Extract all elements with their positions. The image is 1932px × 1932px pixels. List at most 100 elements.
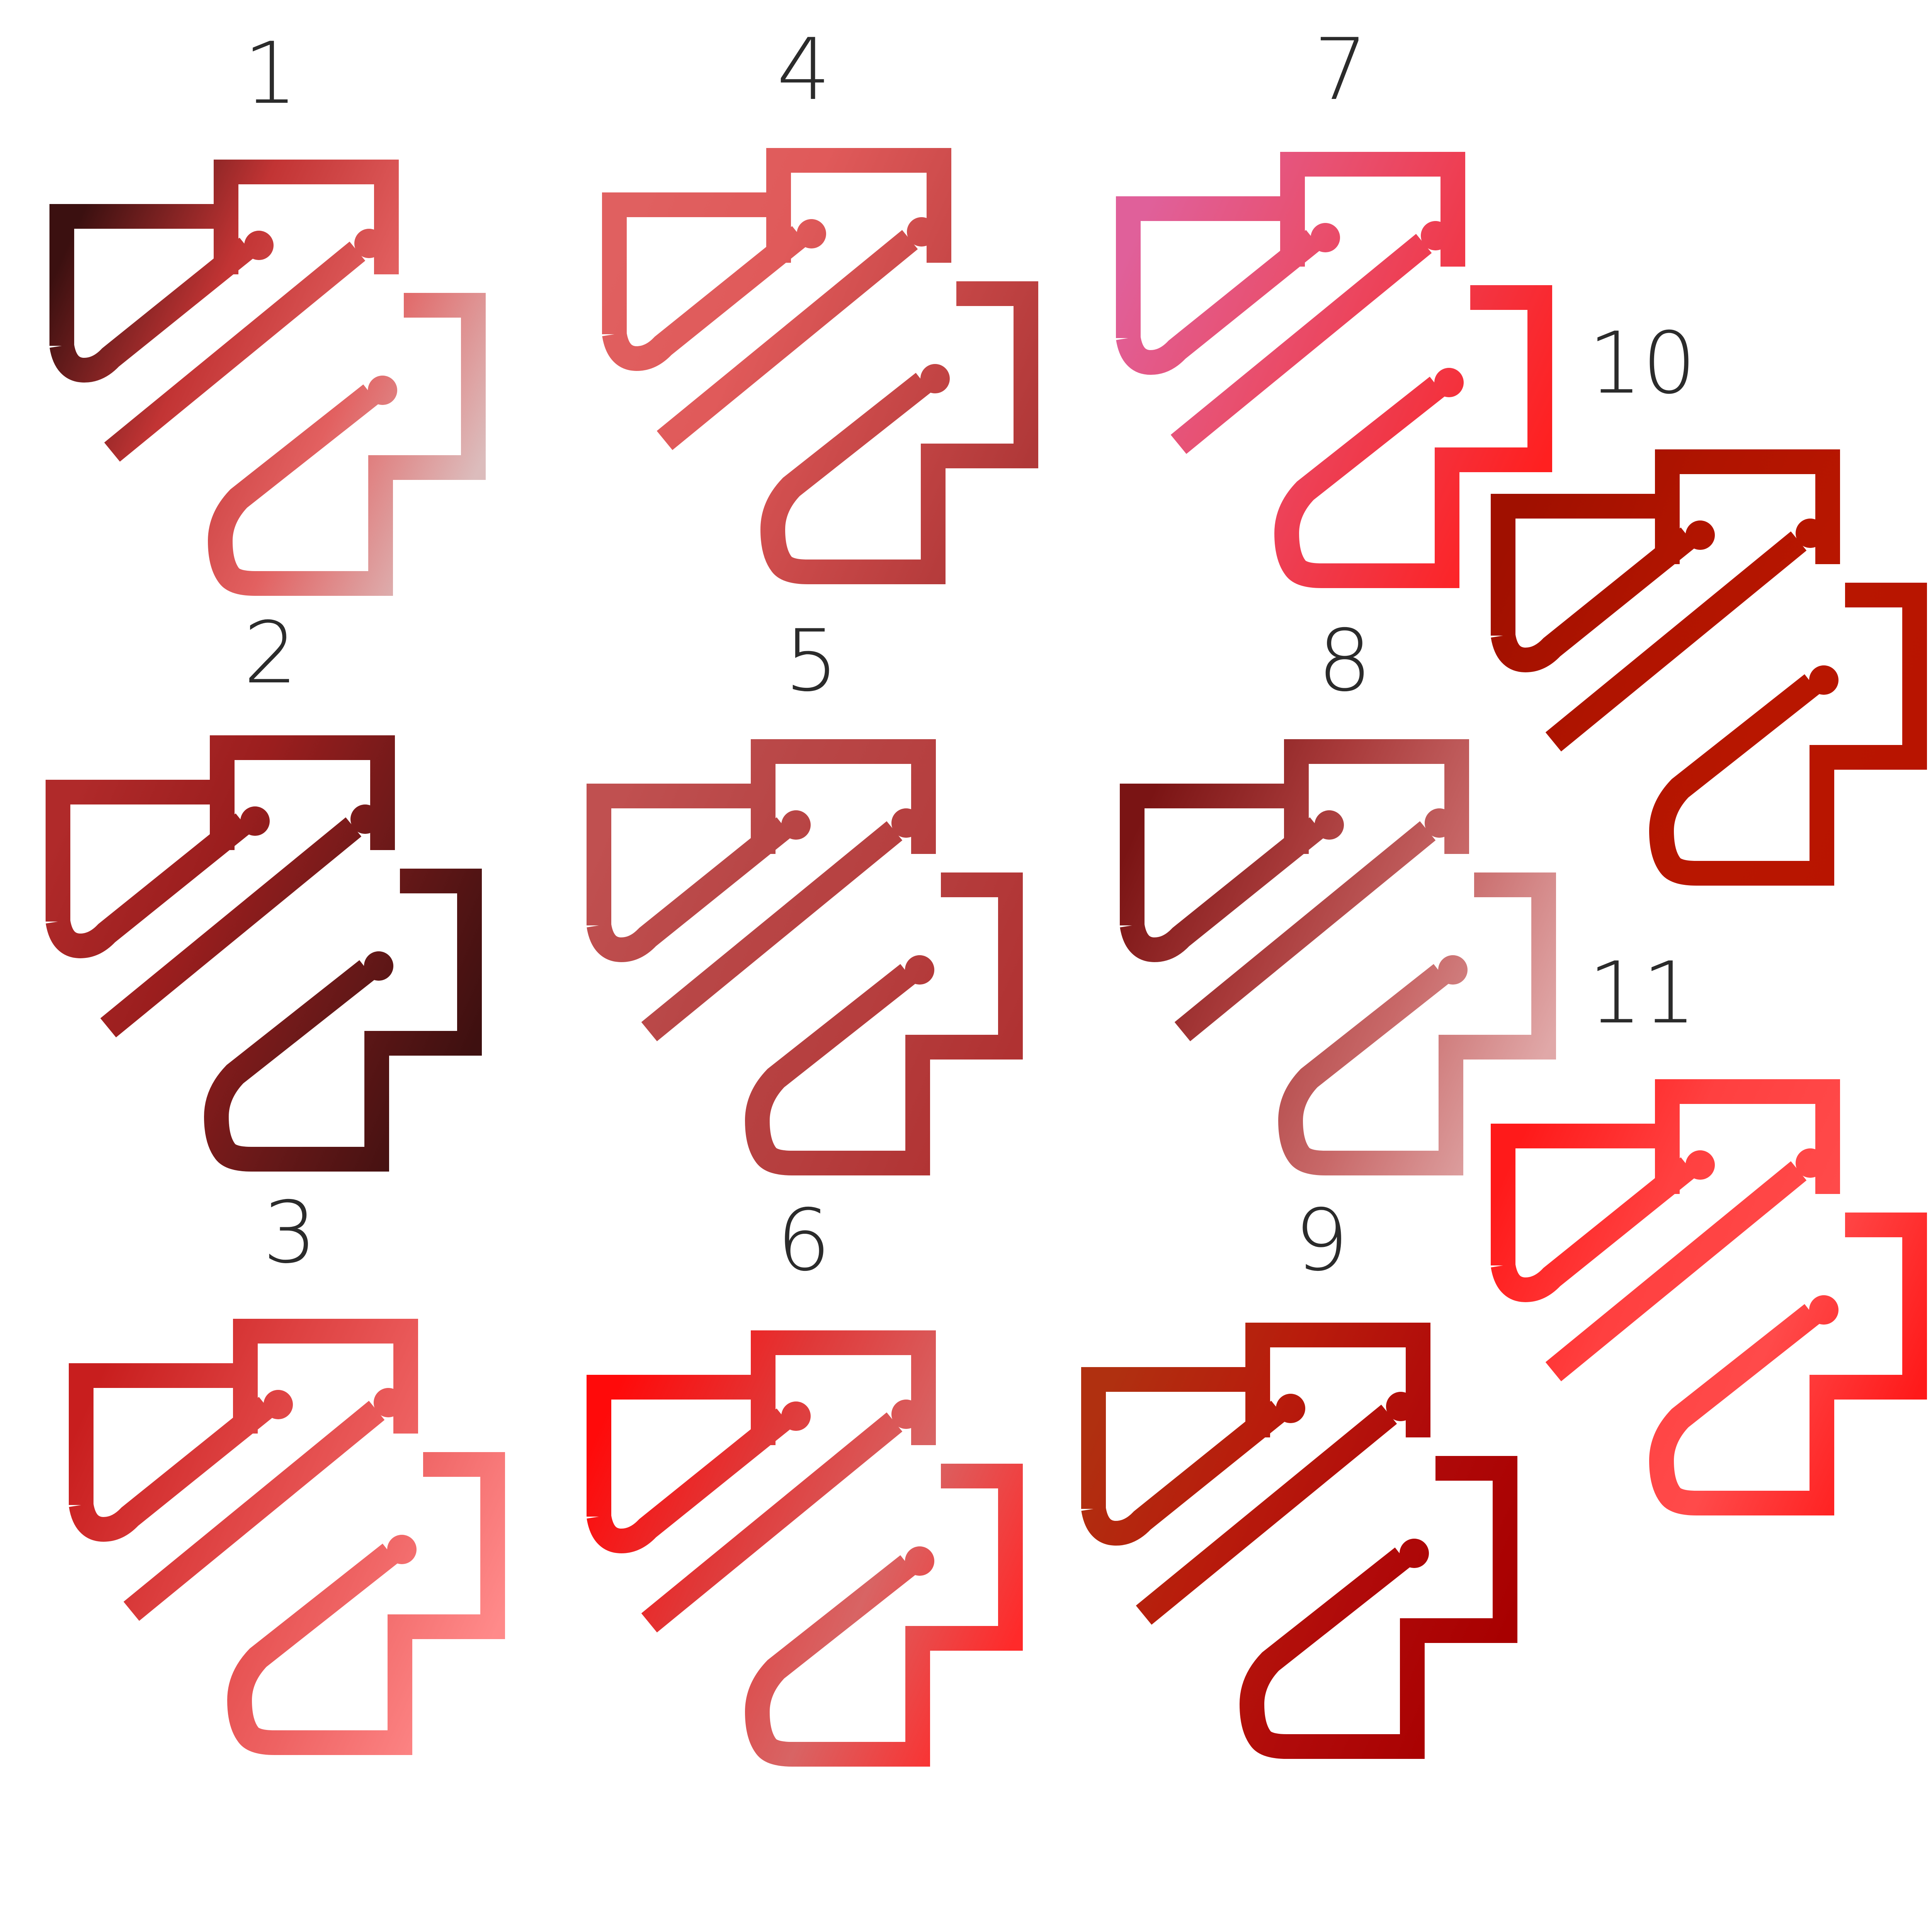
logo-glyph <box>1116 152 1552 588</box>
right-cross-arm <box>745 1464 1023 1767</box>
dot-3 <box>368 376 397 405</box>
dot-3 <box>905 1546 934 1576</box>
medical-cross-logo-5 <box>587 739 1023 1175</box>
middle-stroke-line <box>641 1412 903 1633</box>
dot-1 <box>797 219 826 248</box>
logo-glyph <box>1491 449 1927 886</box>
middle-stroke-line <box>1174 821 1436 1041</box>
logo-glyph <box>1081 1323 1517 1759</box>
upper-left-cross-arm <box>49 160 399 346</box>
right-cross-arm <box>1274 285 1552 588</box>
upper-left-cross-arm <box>587 739 936 925</box>
middle-stroke-line <box>1545 1161 1807 1381</box>
dot-2 <box>350 804 380 834</box>
logo-glyph <box>69 1319 505 1755</box>
dot-1 <box>1315 810 1344 840</box>
upper-left-cross-arm <box>1491 449 1840 636</box>
dot-3 <box>1438 955 1468 985</box>
upper-left-cross-arm <box>587 1330 936 1517</box>
dot-1 <box>1685 1150 1715 1180</box>
right-cross-arm <box>760 281 1038 584</box>
dot-1 <box>1311 223 1340 252</box>
medical-cross-logo-1 <box>49 160 486 596</box>
variant-label-4: 4 <box>777 20 831 119</box>
dot-3 <box>920 364 950 393</box>
dot-1 <box>240 806 270 836</box>
upper-left-cross-arm <box>1120 739 1469 925</box>
right-cross-arm <box>745 872 1023 1175</box>
upper-left-cross-arm <box>602 148 951 334</box>
upper-left-cross-arm <box>1491 1079 1840 1265</box>
right-cross-arm <box>1239 1456 1517 1759</box>
variant-label-7: 7 <box>1314 20 1368 119</box>
dot-1 <box>244 231 274 260</box>
variant-label-3: 3 <box>263 1183 317 1282</box>
outer-stroke-line <box>1081 1401 1287 1546</box>
outer-stroke-line <box>1491 527 1697 673</box>
dot-3 <box>905 955 934 985</box>
middle-stroke-line <box>100 817 362 1037</box>
upper-left-cross-arm <box>69 1319 418 1505</box>
dot-2 <box>907 217 936 247</box>
outer-stroke-line <box>1120 817 1326 963</box>
middle-stroke-line <box>1170 234 1432 454</box>
dot-1 <box>781 810 811 840</box>
upper-left-cross-arm <box>1081 1323 1430 1509</box>
dot-2 <box>891 1400 921 1429</box>
outer-stroke-line <box>1491 1157 1697 1303</box>
outer-stroke-line <box>602 226 808 371</box>
dot-1 <box>264 1390 293 1419</box>
dot-2 <box>1796 1148 1825 1178</box>
outer-stroke-line <box>1116 230 1322 375</box>
dot-1 <box>1685 520 1715 550</box>
variant-label-2: 2 <box>243 604 298 702</box>
right-cross-arm <box>227 1452 505 1755</box>
logo-glyph <box>49 160 486 596</box>
upper-left-cross-arm <box>46 735 395 922</box>
logo-glyph <box>602 148 1038 584</box>
outer-stroke-line <box>46 813 252 959</box>
medical-cross-logo-6 <box>587 1330 1023 1767</box>
logo-glyph <box>587 739 1023 1175</box>
dot-3 <box>1809 1295 1838 1325</box>
variant-label-1: 1 <box>243 24 298 123</box>
variant-label-5: 5 <box>784 611 838 710</box>
right-cross-arm <box>1278 872 1556 1175</box>
right-cross-arm <box>204 869 482 1172</box>
logo-glyph <box>46 735 482 1172</box>
dot-3 <box>364 951 393 981</box>
dot-1 <box>781 1401 811 1431</box>
outer-stroke-line <box>587 817 793 963</box>
variant-label-6: 6 <box>777 1191 831 1290</box>
medical-cross-logo-11 <box>1491 1079 1927 1515</box>
dot-2 <box>1421 221 1450 250</box>
medical-cross-logo-7 <box>1116 152 1552 588</box>
dot-2 <box>374 1388 403 1417</box>
upper-left-cross-arm <box>1116 152 1465 338</box>
middle-stroke-line <box>656 230 918 450</box>
dot-2 <box>891 808 921 838</box>
logo-glyph <box>587 1330 1023 1767</box>
dot-2 <box>1425 808 1454 838</box>
outer-stroke-line <box>587 1408 793 1554</box>
dot-2 <box>1796 519 1825 548</box>
dot-2 <box>1386 1392 1415 1421</box>
logo-glyph <box>1491 1079 1927 1515</box>
medical-cross-logo-2 <box>46 735 482 1172</box>
variant-label-11: 11 <box>1588 944 1696 1043</box>
middle-stroke-line <box>1136 1405 1397 1625</box>
dot-2 <box>354 229 384 258</box>
medical-cross-logo-3 <box>69 1319 505 1755</box>
dot-3 <box>1809 665 1838 695</box>
dot-1 <box>1276 1394 1305 1423</box>
medical-cross-logo-9 <box>1081 1323 1517 1759</box>
dot-3 <box>1400 1539 1429 1568</box>
right-cross-arm <box>1649 1213 1927 1515</box>
outer-stroke-line <box>69 1397 275 1542</box>
variant-label-9: 9 <box>1294 1191 1349 1290</box>
medical-cross-logo-8 <box>1120 739 1556 1175</box>
middle-stroke-line <box>123 1401 385 1621</box>
middle-stroke-line <box>1545 531 1807 752</box>
middle-stroke-line <box>641 821 903 1041</box>
